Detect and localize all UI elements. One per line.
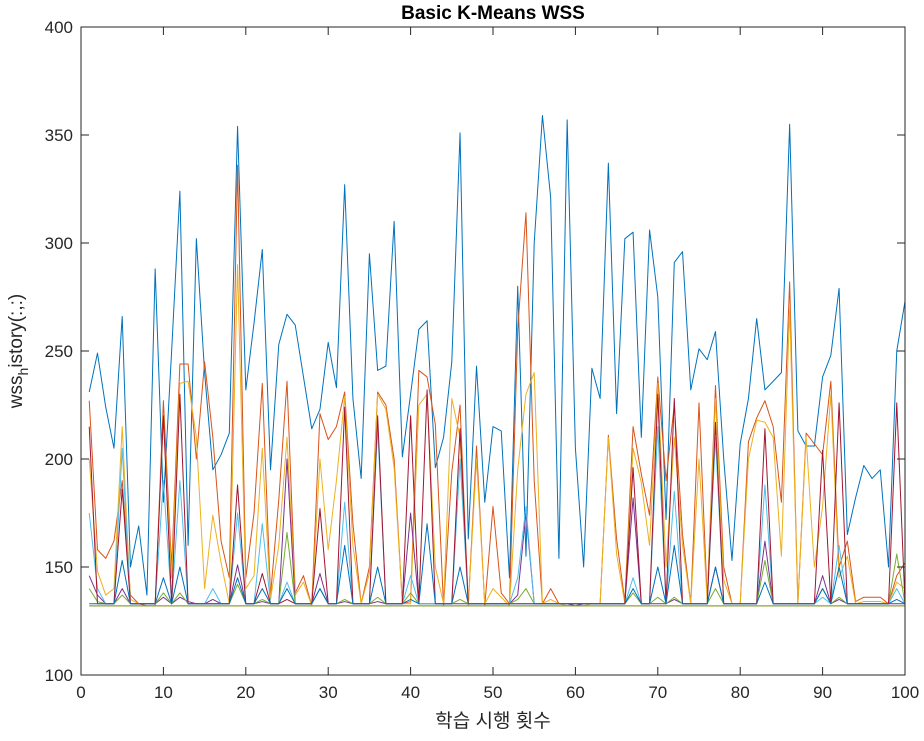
y-tick-label: 400	[45, 18, 73, 37]
y-tick-label: 150	[45, 558, 73, 577]
chart-title: Basic K-Means WSS	[401, 3, 585, 24]
series-line-2	[88, 164, 906, 607]
x-tick-label: 0	[76, 683, 85, 702]
x-tick-label: 10	[154, 683, 173, 702]
x-tick-label: 80	[731, 683, 750, 702]
x-tick-label: 90	[813, 683, 832, 702]
x-tick-label: 70	[648, 683, 667, 702]
plot-background	[81, 27, 905, 675]
x-tick-label: 30	[319, 683, 338, 702]
x-tick-label: 50	[484, 683, 503, 702]
series-layer	[88, 115, 906, 607]
tick-label-layer: 0 10 20 30 40 50 60 70 80 90 100 100 150 200 250 300 350…	[45, 18, 920, 702]
y-tick-label: 100	[45, 666, 73, 685]
x-axis-label: 학습 시행 횟수	[435, 710, 550, 732]
series-line-8	[89, 523, 906, 605]
y-axis-label: wsshistory(:,:)	[6, 294, 31, 409]
series-line-3	[88, 264, 906, 607]
y-tick-label: 300	[45, 234, 73, 253]
y-tick-label: 250	[45, 342, 73, 361]
x-tick-label: 60	[566, 683, 585, 702]
x-tick-label: 20	[236, 683, 255, 702]
series-line-1	[88, 115, 906, 596]
x-tick-label: 100	[891, 683, 919, 702]
y-tick-label: 200	[45, 450, 73, 469]
axes-layer	[80, 26, 906, 676]
y-axis-label-subscript: h	[15, 368, 31, 376]
y-tick-label: 350	[45, 126, 73, 145]
x-tick-label: 40	[401, 683, 420, 702]
y-axis-label-rest: istory(:,:)	[6, 294, 27, 368]
y-axis-label-main: wss	[6, 375, 27, 409]
